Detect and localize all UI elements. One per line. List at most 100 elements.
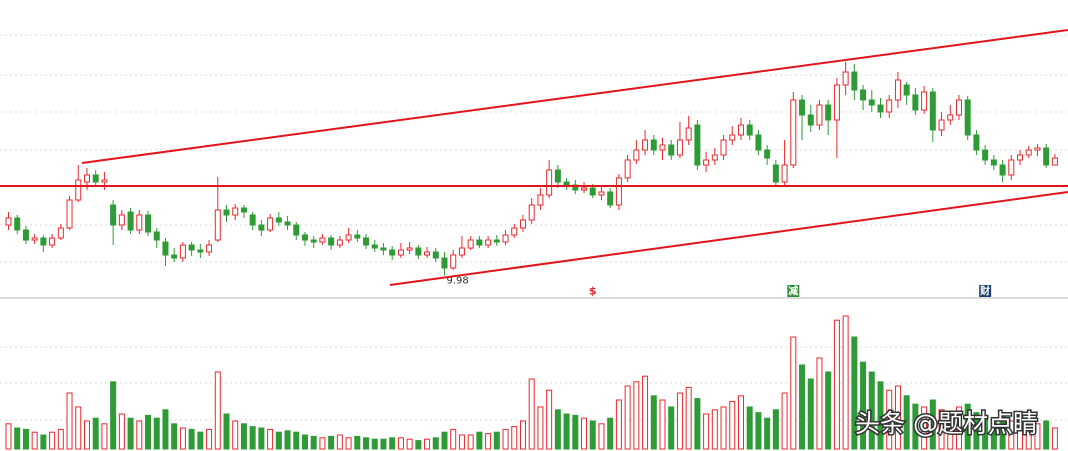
volume-bar [772,409,779,450]
candle-body [197,249,204,253]
candle-body [807,114,814,126]
candle-body [737,124,744,136]
channel-upper [81,29,1068,164]
candle-body [607,191,614,206]
candle-body [790,99,797,166]
volume-bar [519,420,526,450]
candle-body [1017,154,1024,161]
trend-lines [0,29,1068,286]
candle-body [223,209,230,216]
candle-body [685,127,692,141]
candle-body [982,149,989,161]
volume-bar [389,437,396,450]
volume-bar [894,385,901,450]
candle-body [467,239,474,249]
volume-bar [145,414,152,450]
candle-body [267,217,274,231]
candle-body [825,104,832,121]
volume-bar [964,403,971,450]
watermark: 头条 @题材点睛 [855,409,1038,438]
candle-body [755,134,762,151]
volume-bar [999,414,1006,450]
candle-body [389,249,396,256]
candle-body [554,169,561,183]
volume-bar [363,437,370,450]
volume-bar [240,423,247,450]
candle-body [764,149,771,159]
channel-lower [389,191,1068,286]
volume-bar [83,420,90,450]
volume-bar [354,435,361,450]
candle-body [729,134,736,141]
volume-bar [737,395,744,450]
volume-bar [528,378,535,450]
candle-body [894,79,901,101]
candle-body [746,124,753,136]
volume-bar [267,428,274,450]
candle-body [511,227,518,236]
volume-bar [546,389,553,450]
volume-bar [31,431,38,450]
candle-body [703,159,710,166]
volume-bar [66,392,73,450]
candle-body [546,169,553,196]
volume-bar [301,434,308,450]
volume-bar [790,336,797,450]
volume-bar [572,414,579,450]
candle-body [136,214,143,231]
volume-bar [284,430,291,450]
volume-bar [118,413,125,450]
low-label: 9.98 [447,276,469,287]
candle-body [537,194,544,206]
volume-bar [275,431,282,450]
candle-body [563,181,570,186]
candle-body [293,224,300,236]
candle-body [581,187,588,191]
candle-body [363,237,370,246]
volume-bar [781,392,788,450]
volume-bar [598,423,605,450]
candle-body [615,177,622,206]
candle-body [860,89,867,101]
candle-body [493,239,500,243]
volume-bar [371,438,378,450]
volume-bar [40,434,47,450]
volume-bar [947,412,954,450]
candle-body [668,144,675,156]
volume-bar [502,428,509,450]
candle-body [868,99,875,106]
volume-bar [729,400,736,450]
candle-body [415,247,422,256]
volume-bar [232,420,239,450]
volume-bar [214,371,221,450]
candle-body [589,187,596,196]
volume-bar [310,435,317,450]
candle-body [694,124,701,166]
candle-body [642,139,649,151]
volume-bar [938,409,945,450]
volume-bar [92,417,99,450]
volume-bar [380,438,387,450]
candle-body [1043,147,1050,166]
candle-body [145,214,152,233]
volume-bar [746,406,753,450]
candle-body [781,164,788,183]
volume-bar [668,406,675,450]
volume-bar [650,395,657,450]
candle-body [990,159,997,166]
candle-body [851,71,858,91]
candle-body [842,71,849,86]
volume-bar [537,406,544,450]
candle-body [162,241,169,256]
candle-body [929,91,936,131]
candle-body [127,211,134,231]
event-label: 财 [979,285,990,298]
candle-body [938,119,945,131]
candle-body [14,217,21,231]
volume-bar [450,428,457,450]
candle-body [1025,149,1032,156]
candle-body [49,237,56,246]
volume-bar [929,399,936,450]
volume-bar [659,399,666,450]
